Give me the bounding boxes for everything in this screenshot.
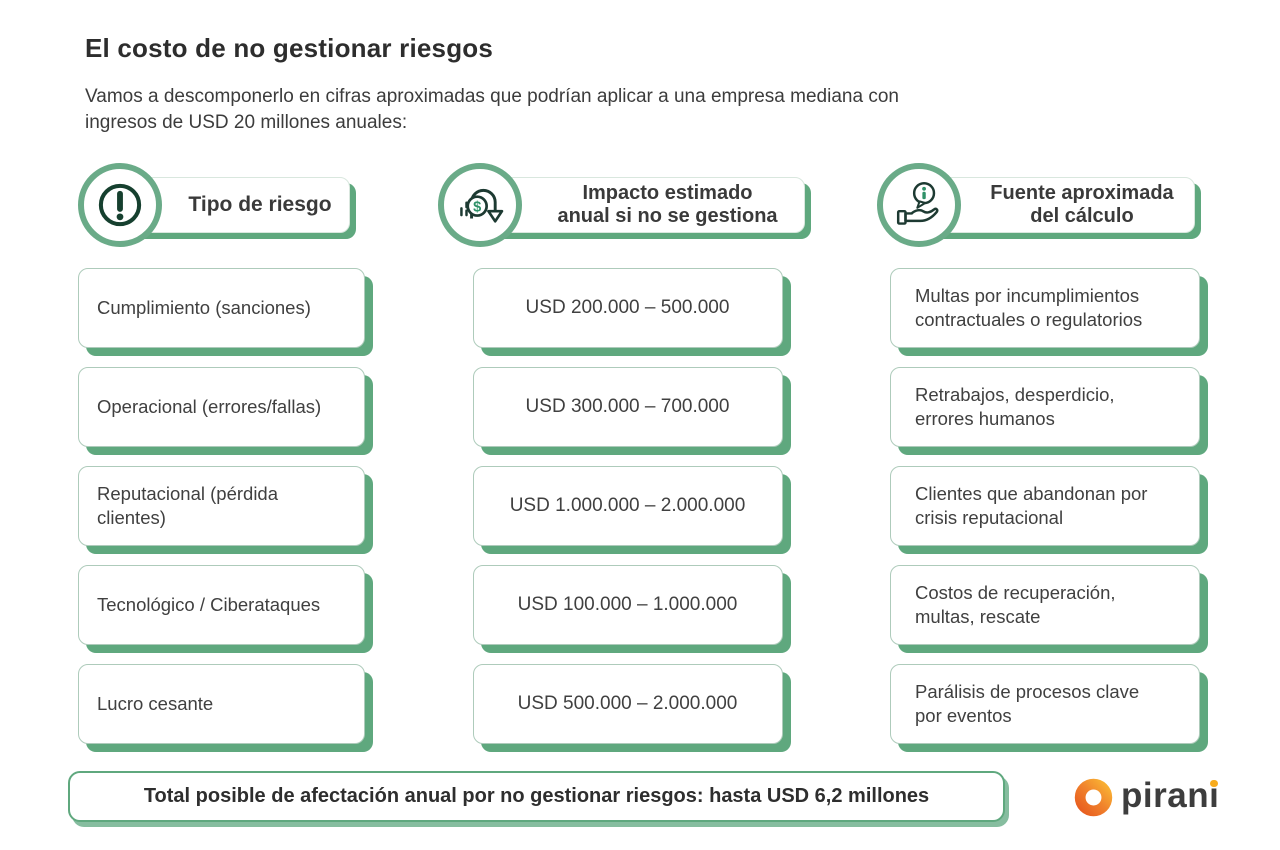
pirani-logo-icon <box>1073 777 1114 818</box>
risk-cell-row4: Tecnológico / Ciberataques <box>78 565 365 645</box>
money-decline-icon: $ <box>438 163 522 247</box>
impact-cell-row4: USD 100.000 – 1.000.000 <box>472 565 783 645</box>
pirani-logo-text-last-i: i <box>1209 775 1220 815</box>
column-header-impact: Impacto estimado anual si no se gestiona… <box>438 163 805 247</box>
source-cell-row3: Clientes que abandonan por crisis reputa… <box>890 466 1200 546</box>
column-header-source: Fuente aproximada del cálculo <box>877 163 1195 247</box>
svg-text:$: $ <box>473 199 481 215</box>
impact-cell-row2: USD 300.000 – 700.000 <box>472 367 783 447</box>
impact-cell-row1: USD 200.000 – 500.000 <box>472 268 783 348</box>
source-cell-row4: Costos de recuperación, multas, rescate <box>890 565 1200 645</box>
pirani-logo-text: pirani <box>1121 778 1219 817</box>
impact-cell-row5: USD 500.000 – 2.000.000 <box>472 664 783 744</box>
risk-cell-row2: Operacional (errores/fallas) <box>78 367 365 447</box>
total-label: Total posible de afectación anual por no… <box>143 785 930 807</box>
alert-icon <box>78 163 162 247</box>
source-cell-row5: Parálisis de procesos clave por eventos <box>890 664 1200 744</box>
pirani-logo-text-main: piran <box>1121 775 1210 815</box>
column-header-risk-type: Tipo de riesgo <box>78 163 350 247</box>
pirani-logo: pirani <box>1073 773 1219 821</box>
risk-table: Cumplimiento (sanciones) USD 200.000 – 5… <box>78 268 1200 744</box>
impact-cell-row3: USD 1.000.000 – 2.000.000 <box>472 466 783 546</box>
column-header-impact-pill: Impacto estimado anual si no se gestiona <box>478 177 805 233</box>
risk-cell-row1: Cumplimiento (sanciones) <box>78 268 365 348</box>
column-header-source-pill: Fuente aproximada del cálculo <box>917 177 1195 233</box>
risk-cell-row5: Lucro cesante <box>78 664 365 744</box>
page-title: El costo de no gestionar riesgos <box>85 33 494 63</box>
source-cell-row1: Multas por incumplimientos contractuales… <box>890 268 1200 348</box>
risk-cell-row3: Reputacional (pérdida clientes) <box>78 466 365 546</box>
column-header-risk-label: Tipo de riesgo <box>188 193 332 216</box>
hand-info-icon <box>877 163 961 247</box>
column-header-source-label: Fuente aproximada del cálculo <box>990 182 1174 227</box>
source-cell-row2: Retrabajos, desperdicio, errores humanos <box>890 367 1200 447</box>
page-subtitle: Vamos a descomponerlo en cifras aproxima… <box>85 86 899 134</box>
column-header-impact-label: Impacto estimado anual si no se gestiona <box>557 182 778 227</box>
total-bar: Total posible de afectación anual por no… <box>68 771 1005 822</box>
